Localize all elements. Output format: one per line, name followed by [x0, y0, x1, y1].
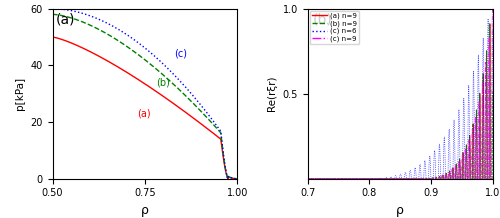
Text: (a): (a)	[56, 12, 76, 26]
Text: (c): (c)	[174, 49, 188, 59]
Y-axis label: p[kPa]: p[kPa]	[15, 77, 25, 110]
Y-axis label: Re(rξr): Re(rξr)	[267, 76, 277, 111]
Text: (b): (b)	[156, 77, 170, 87]
Legend: (a) n=9, (b) n=9, (c) n=6, (c) n=9: (a) n=9, (b) n=9, (c) n=6, (c) n=9	[310, 11, 359, 44]
Text: (b): (b)	[313, 12, 333, 26]
X-axis label: ρ: ρ	[141, 204, 149, 217]
X-axis label: ρ: ρ	[396, 204, 404, 217]
Text: (a): (a)	[138, 108, 151, 118]
